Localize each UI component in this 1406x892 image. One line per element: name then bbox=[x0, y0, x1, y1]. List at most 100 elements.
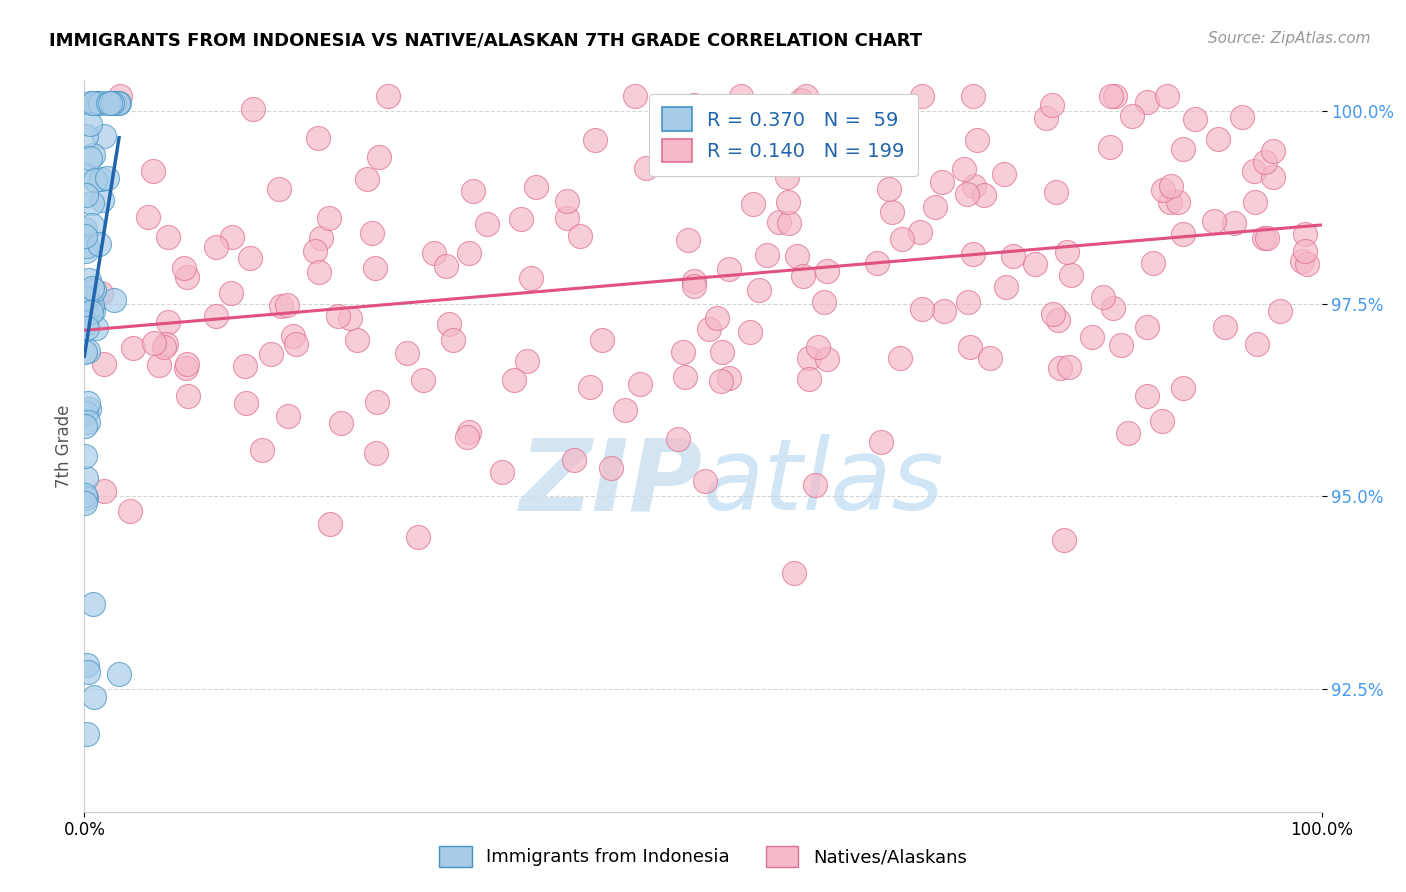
Point bbox=[96, 170, 118, 185]
Point bbox=[89, 237, 111, 252]
Point bbox=[173, 260, 195, 275]
Point bbox=[510, 211, 533, 226]
Point bbox=[75, 244, 97, 259]
Point bbox=[995, 280, 1018, 294]
Point bbox=[1213, 319, 1236, 334]
Point bbox=[1080, 330, 1102, 344]
Point bbox=[1035, 112, 1057, 126]
Point bbox=[911, 88, 934, 103]
Point bbox=[1099, 139, 1122, 153]
Point bbox=[776, 195, 799, 210]
Point bbox=[82, 597, 104, 611]
Point bbox=[75, 316, 97, 330]
Point bbox=[75, 406, 97, 420]
Point bbox=[676, 233, 699, 247]
Point bbox=[242, 102, 264, 116]
Point bbox=[993, 167, 1015, 181]
Point bbox=[396, 346, 419, 360]
Point bbox=[963, 179, 986, 194]
Point bbox=[82, 303, 104, 318]
Point bbox=[75, 188, 97, 202]
Point bbox=[346, 334, 368, 348]
Point bbox=[86, 96, 108, 111]
Point bbox=[683, 274, 706, 288]
Point bbox=[1204, 214, 1226, 228]
Point bbox=[673, 370, 696, 384]
Point bbox=[776, 169, 799, 184]
Point bbox=[1160, 178, 1182, 193]
Point bbox=[82, 281, 104, 295]
Legend: Immigrants from Indonesia, Natives/Alaskans: Immigrants from Indonesia, Natives/Alask… bbox=[432, 838, 974, 874]
Point bbox=[1230, 110, 1253, 124]
Point bbox=[1173, 142, 1195, 156]
Point bbox=[77, 665, 100, 680]
Point bbox=[786, 249, 808, 263]
Point bbox=[412, 373, 434, 387]
Point bbox=[235, 395, 257, 409]
Point bbox=[152, 340, 174, 354]
Text: ZIP: ZIP bbox=[520, 434, 703, 531]
Point bbox=[931, 175, 953, 189]
Point bbox=[730, 105, 752, 120]
Point bbox=[108, 666, 131, 681]
Text: atlas: atlas bbox=[703, 434, 945, 531]
Point bbox=[456, 430, 478, 444]
Point bbox=[516, 354, 538, 368]
Point bbox=[813, 295, 835, 310]
Point bbox=[1136, 389, 1159, 403]
Point bbox=[233, 359, 256, 373]
Point bbox=[84, 172, 107, 186]
Point bbox=[979, 351, 1001, 365]
Point bbox=[406, 531, 429, 545]
Point bbox=[82, 96, 104, 111]
Point bbox=[75, 470, 97, 484]
Point bbox=[339, 310, 361, 325]
Point bbox=[717, 371, 740, 385]
Point bbox=[157, 230, 180, 244]
Point bbox=[75, 496, 97, 510]
Point bbox=[276, 298, 298, 312]
Point bbox=[93, 357, 115, 371]
Point bbox=[80, 298, 103, 312]
Point bbox=[176, 357, 198, 371]
Point bbox=[966, 133, 988, 147]
Point bbox=[73, 229, 96, 244]
Point bbox=[1261, 144, 1284, 158]
Point bbox=[711, 345, 734, 359]
Point bbox=[807, 340, 830, 354]
Point bbox=[329, 416, 352, 430]
Point bbox=[434, 259, 457, 273]
Point bbox=[1246, 336, 1268, 351]
Point bbox=[1223, 217, 1246, 231]
Point bbox=[1040, 98, 1063, 112]
Point bbox=[1167, 195, 1189, 210]
Point bbox=[956, 186, 979, 201]
Point bbox=[614, 403, 637, 417]
Point bbox=[76, 727, 98, 741]
Point bbox=[457, 425, 479, 439]
Point bbox=[76, 658, 98, 673]
Point bbox=[304, 244, 326, 258]
Point bbox=[568, 228, 591, 243]
Point bbox=[155, 337, 177, 351]
Point bbox=[283, 328, 305, 343]
Point bbox=[73, 222, 96, 236]
Point bbox=[457, 245, 479, 260]
Point bbox=[318, 211, 340, 226]
Point bbox=[1136, 95, 1159, 110]
Point bbox=[1156, 88, 1178, 103]
Point bbox=[356, 172, 378, 186]
Point bbox=[75, 129, 97, 144]
Point bbox=[82, 148, 104, 162]
Point bbox=[1152, 183, 1174, 197]
Point bbox=[364, 261, 387, 276]
Point bbox=[101, 96, 124, 111]
Point bbox=[76, 320, 98, 334]
Point bbox=[748, 283, 770, 297]
Point bbox=[1121, 109, 1143, 123]
Point bbox=[738, 325, 761, 339]
Point bbox=[89, 96, 111, 111]
Point bbox=[121, 341, 143, 355]
Point bbox=[672, 345, 695, 359]
Point bbox=[1294, 227, 1316, 242]
